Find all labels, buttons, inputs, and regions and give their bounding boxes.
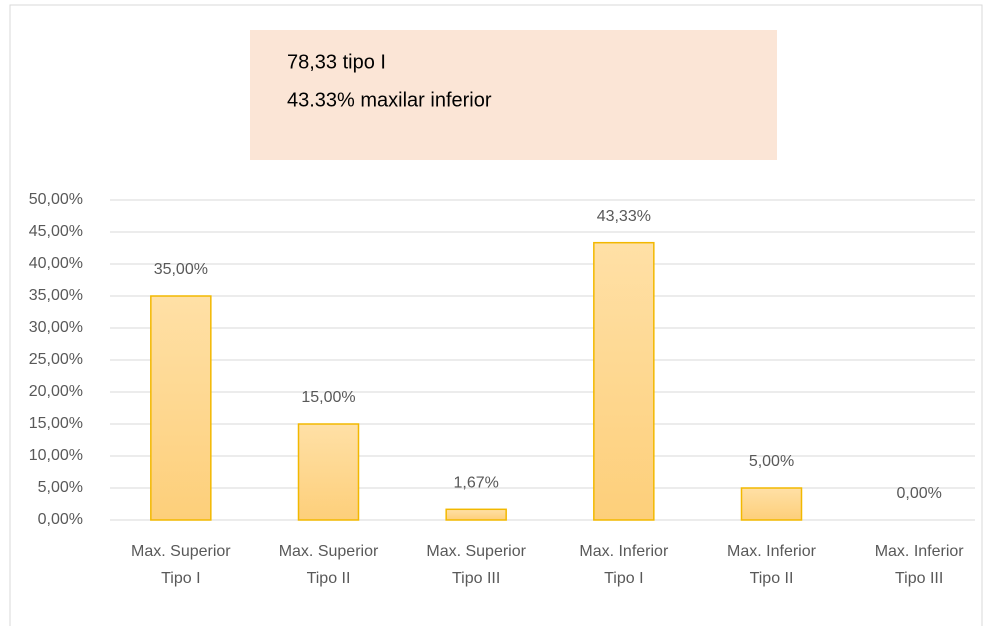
y-tick-label: 50,00% xyxy=(29,191,83,208)
annotation-box xyxy=(250,30,777,160)
y-tick-label: 25,00% xyxy=(29,351,83,368)
x-tick-label: Tipo II xyxy=(750,570,794,587)
x-tick-label: Tipo III xyxy=(452,570,500,587)
y-tick-label: 20,00% xyxy=(29,383,83,400)
y-tick-label: 45,00% xyxy=(29,223,83,240)
bar xyxy=(445,508,507,521)
x-tick-label: Tipo I xyxy=(604,570,643,587)
y-tick-label: 40,00% xyxy=(29,255,83,272)
bar xyxy=(150,295,212,521)
bar xyxy=(297,423,360,521)
x-tick-label: Max. Superior xyxy=(426,543,526,560)
y-tick-label: 30,00% xyxy=(29,319,83,336)
annotation: 78,33 tipo I xyxy=(287,51,386,73)
value-label: 35,00% xyxy=(154,261,208,278)
bar xyxy=(740,487,803,521)
value-label: 15,00% xyxy=(301,389,355,406)
y-tick-label: 5,00% xyxy=(38,479,83,496)
value-label: 5,00% xyxy=(749,453,794,470)
x-tick-label: Tipo I xyxy=(161,570,200,587)
x-tick-label: Max. Superior xyxy=(131,543,231,560)
x-tick-label: Max. Superior xyxy=(279,543,379,560)
value-label: 0,00% xyxy=(896,485,941,502)
bar xyxy=(593,241,655,521)
x-tick-label: Max. Inferior xyxy=(579,543,669,560)
value-label: 43,33% xyxy=(597,208,651,225)
y-tick-label: 15,00% xyxy=(29,415,83,432)
y-tick-label: 35,00% xyxy=(29,287,83,304)
value-label: 1,67% xyxy=(453,475,498,492)
x-tick-label: Tipo II xyxy=(307,570,351,587)
x-tick-label: Max. Inferior xyxy=(875,543,965,560)
x-tick-label: Max. Inferior xyxy=(727,543,817,560)
y-tick-label: 10,00% xyxy=(29,447,83,464)
y-tick-label: 0,00% xyxy=(38,511,83,528)
x-tick-label: Tipo III xyxy=(895,570,943,587)
annotation: 43.33% maxilar inferior xyxy=(287,89,492,111)
